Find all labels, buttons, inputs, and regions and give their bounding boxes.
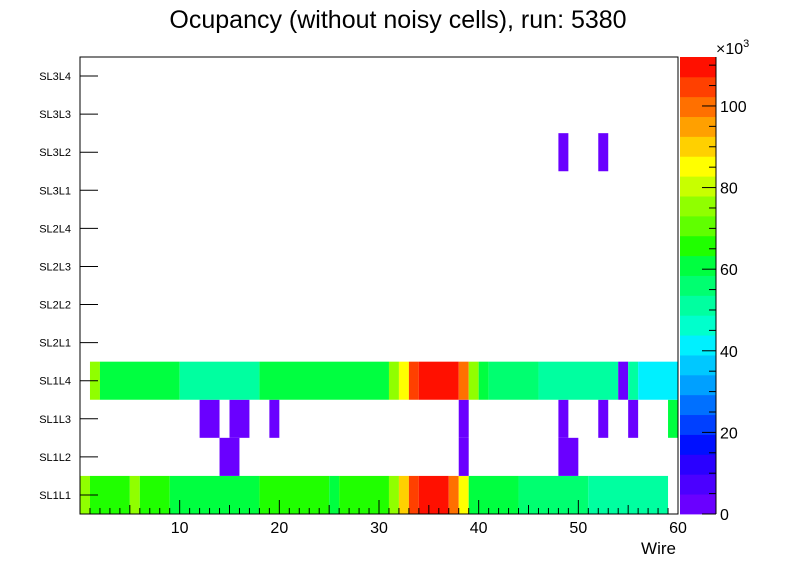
color-scale-swatch [680,136,716,157]
heatmap-cell-sl1l3-3 [458,399,469,438]
heatmap-cell-sl1l2-2 [558,437,579,476]
x-tick-label: 10 [171,520,189,537]
heatmap-cell-sl1l3-4 [558,399,569,438]
color-scale-swatch [680,315,716,336]
heatmap-cell-sl1l4-5 [398,361,409,400]
heatmap-cell-sl1l1-11 [418,475,449,514]
heatmap-cell-sl1l3-7 [668,399,678,438]
y-tick-label-sl1l2: SL1L2 [39,452,71,464]
y-tick-label-sl2l4: SL2L4 [39,223,71,235]
color-scale-swatch [680,176,716,197]
color-scale-swatch [680,474,716,495]
heatmap-cell-sl1l1-3 [139,475,170,514]
y-tick-label-sl2l1: SL2L1 [39,338,71,350]
y-tick-label-sl3l2: SL3L2 [39,147,71,159]
x-tick-label: 20 [270,520,288,537]
y-axis: SL1L1 SL1L2 SL1L3 SL1L4 SL2L1 SL2L2 SL2L3 SL2L4… [39,71,98,502]
heatmap-cell-sl1l4-9 [468,361,479,400]
heatmap-cell-sl1l4-3 [259,361,389,400]
color-scale-exponent: 3 [743,38,749,50]
color-scale-label: 60 [720,262,738,279]
heatmap-cell-sl1l1-13 [458,475,469,514]
heatmap-cell-sl3l2-0 [558,133,569,172]
heatmap-cell-sl1l2-0 [219,437,240,476]
color-scale-axis: 0 20 40 60 80 100 [702,57,747,524]
heatmap-cell-sl1l4-11 [488,361,539,400]
x-axis: 10 20 30 40 50 60 [79,500,687,537]
heatmap-cell-sl1l4-7 [418,361,459,400]
color-scale-swatch [680,494,716,515]
heatmap-cell-sl1l4-14 [628,361,639,400]
heatmap-cell-sl1l4-4 [388,361,399,400]
color-scale-swatch [680,275,716,296]
color-scale-swatch [680,156,716,177]
color-scale-label: 40 [720,344,738,361]
heatmap-cell-sl1l1-14 [468,475,519,514]
heatmap-cell-sl1l4-2 [179,361,260,400]
y-tick-label-sl2l3: SL2L3 [39,261,71,273]
heatmap-cell-sl1l1-4 [169,475,260,514]
x-tick-label: 50 [569,520,587,537]
x-tick-label: 40 [470,520,488,537]
chart-title: Ocupancy (without noisy cells), run: 538… [169,6,626,34]
color-scale-swatch [680,454,716,475]
heatmap-cell-sl1l1-10 [408,475,419,514]
color-scale-label: 100 [720,99,747,116]
y-tick-label-sl1l1: SL1L1 [39,490,71,502]
heatmap-cell-sl1l1-8 [388,475,399,514]
color-scale-swatch [680,255,716,276]
color-scale-swatch [680,355,716,376]
heatmap-cell-sl1l1-5 [259,475,330,514]
color-scale-swatch [680,96,716,118]
heatmap-cell-sl1l4-13 [618,361,629,400]
y-tick-label-sl1l3: SL1L3 [39,414,71,426]
color-scale-swatch [680,335,716,356]
color-scale-label: 80 [720,181,738,198]
color-scale-swatch [680,434,716,455]
y-tick-label-sl3l4: SL3L4 [39,71,71,83]
color-scale-swatch [680,394,716,416]
heatmap-cell-sl1l1-15 [518,475,589,514]
color-scale-swatch [680,295,716,316]
color-scale-multiplier: ×103 [716,38,749,58]
heatmap-cell-sl1l1-6 [329,475,340,514]
color-scale-swatch [680,414,716,435]
heatmap-cell-sl1l3-1 [229,399,250,438]
color-scale-swatch [680,76,716,98]
heatmap-cell-sl1l1-9 [398,475,409,514]
heatmap-cell-sl1l4-8 [458,361,469,400]
color-scale-swatch [680,116,716,137]
y-tick-label-sl2l2: SL2L2 [39,300,71,312]
heatmap-cell-sl3l2-1 [598,133,609,172]
heatmap-cell-sl1l4-10 [478,361,489,400]
color-scale [680,57,716,515]
color-scale-swatch [680,374,716,396]
heatmap-cell-sl1l1-12 [448,475,459,514]
color-scale-swatch [680,196,716,217]
color-scale-swatch [680,215,716,237]
heatmap-cell-sl1l1-2 [129,475,140,514]
heatmap-cell-sl1l4-6 [408,361,419,400]
heatmap-cell-sl1l3-6 [628,399,639,438]
color-scale-label: 20 [720,425,738,442]
heatmap-cell-sl1l3-5 [598,399,609,438]
color-scale-swatch [680,235,716,257]
x-axis-label: Wire [641,539,676,558]
y-tick-label-sl3l3: SL3L3 [39,109,71,121]
color-scale-swatch [680,57,716,78]
plot-area [80,57,678,514]
heatmap-cell-sl1l3-0 [199,399,220,438]
x-tick-label: 30 [370,520,388,537]
heatmap-cell-sl1l2-1 [458,437,469,476]
heatmap-cell-sl1l4-12 [538,361,619,400]
color-scale-label: 0 [720,507,729,524]
x-tick-label: 60 [669,520,687,537]
heatmap-cell-sl1l4-15 [638,361,678,400]
heatmap-cell-sl1l3-2 [269,399,280,438]
heatmap-cell-sl1l1-7 [339,475,389,514]
heatmap-cell-sl1l4-1 [99,361,180,400]
y-tick-label-sl1l4: SL1L4 [39,376,71,388]
y-tick-label-sl3l1: SL3L1 [39,185,71,197]
